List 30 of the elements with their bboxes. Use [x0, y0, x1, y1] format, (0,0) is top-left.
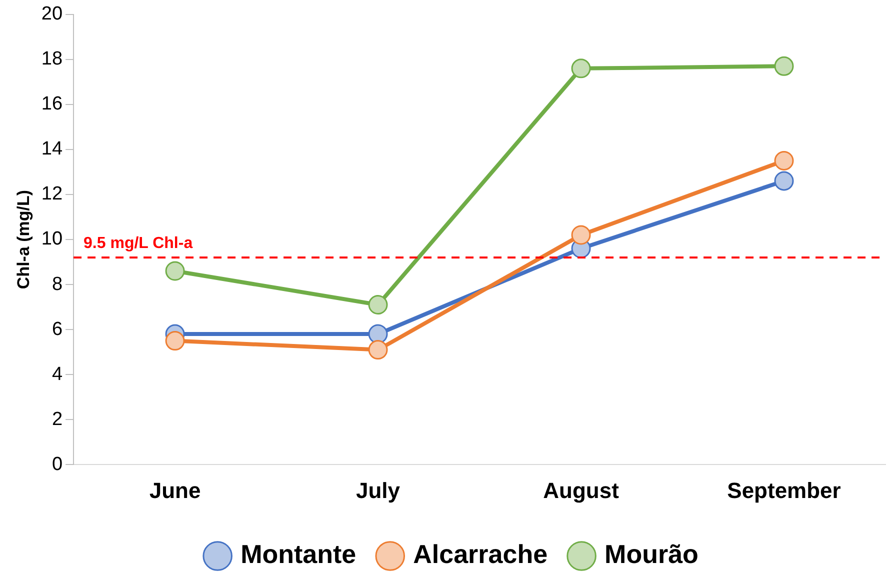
- point: [774, 150, 794, 170]
- y-axis-title: Chl-a (mg/L): [14, 190, 33, 290]
- y-tick-label: 12: [41, 184, 63, 205]
- point: [774, 171, 794, 191]
- x-tick-label: June: [149, 478, 201, 503]
- y-tick-label: 14: [41, 138, 63, 160]
- point: [774, 56, 794, 76]
- point: [368, 340, 388, 360]
- point: [571, 58, 591, 78]
- y-tick-label: 4: [52, 364, 63, 385]
- y-tick-label: 18: [41, 48, 63, 70]
- y-tick-label: 10: [41, 228, 63, 250]
- point: [368, 295, 388, 315]
- point: [368, 324, 388, 344]
- y-tick-label: 0: [52, 454, 63, 475]
- y-tick-label: 20: [41, 4, 63, 25]
- y-tick-label: 16: [41, 94, 63, 115]
- point: [571, 225, 591, 245]
- y-tick-label: 2: [52, 408, 63, 430]
- legend-label: Mourão: [604, 539, 698, 570]
- x-tick-label: August: [543, 478, 620, 503]
- ref-line-label: 9.5 mg/L Chl-a: [84, 234, 193, 252]
- y-tick-label: 8: [52, 274, 63, 295]
- legend-label: Montante: [240, 539, 356, 570]
- point: [165, 261, 185, 281]
- y-tick-label: 6: [52, 318, 63, 340]
- x-tick-label: July: [356, 478, 401, 503]
- x-tick-label: September: [727, 478, 842, 503]
- legend-label: Alcarrache: [413, 539, 548, 570]
- point: [165, 331, 185, 351]
